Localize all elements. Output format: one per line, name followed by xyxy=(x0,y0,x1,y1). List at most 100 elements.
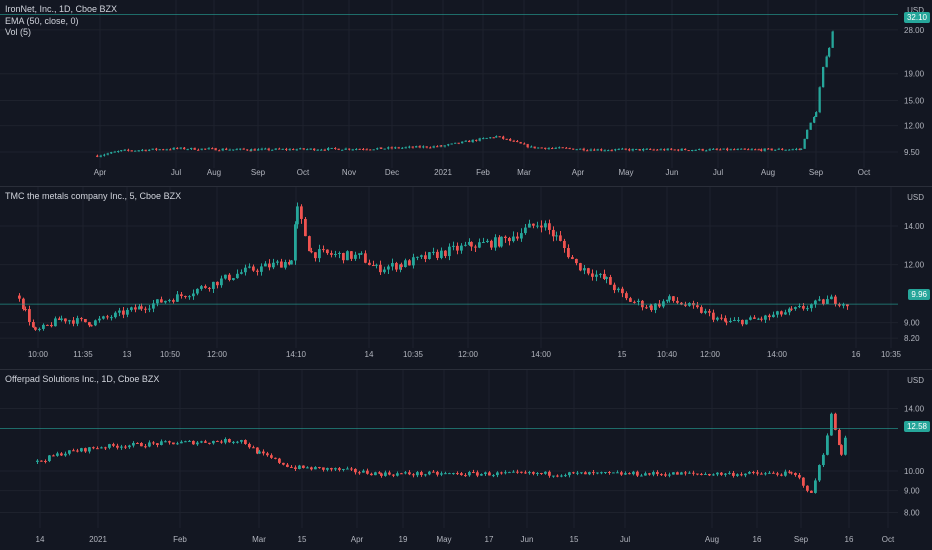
pane-divider-2[interactable] xyxy=(0,369,932,370)
chart-pane-offerpad[interactable]: 14.00 10.00 9.00 8.00 14 2021 Feb Mar 15 Apr 19 Ma… xyxy=(0,370,932,550)
candle-body xyxy=(663,149,666,151)
candle-body xyxy=(745,319,748,325)
candle-body xyxy=(122,310,125,315)
candle-body xyxy=(364,253,367,263)
candle-body xyxy=(684,148,687,151)
candle-body xyxy=(302,465,305,468)
candle-body xyxy=(551,148,554,150)
candle-body xyxy=(840,445,843,455)
candle-body xyxy=(624,473,627,475)
candle-body xyxy=(747,149,750,151)
candle-body xyxy=(753,317,756,319)
y-axis-tick-label: 9.00 xyxy=(904,319,920,328)
candle-body xyxy=(567,248,570,258)
candle-body xyxy=(624,148,627,150)
candle-body xyxy=(304,218,307,237)
candle-body xyxy=(420,472,423,475)
candle-body xyxy=(456,473,459,475)
candle-body xyxy=(355,148,358,150)
x-axis-tick-label: 16 xyxy=(852,350,861,359)
candle-body xyxy=(236,441,239,443)
x-axis-tick-label: 12:00 xyxy=(458,350,479,359)
candle-body xyxy=(536,225,539,227)
tmc-currency-label[interactable]: USD xyxy=(907,193,924,202)
candle-body xyxy=(204,441,207,443)
candle-body xyxy=(248,266,251,268)
candle-body xyxy=(228,149,231,151)
ironnet-symbol-title[interactable]: IronNet, Inc., 1D, Cboe BZX xyxy=(5,4,118,14)
x-axis-tick-label: Apr xyxy=(572,168,585,177)
candle-body xyxy=(113,151,116,153)
offerpad-currency-label[interactable]: USD xyxy=(907,376,924,385)
candle-body xyxy=(476,472,479,476)
candle-body xyxy=(744,473,747,476)
x-axis-tick-label: Sep xyxy=(794,535,809,544)
candle-body xyxy=(36,460,39,462)
candle-body xyxy=(556,475,559,477)
candle-body xyxy=(156,443,159,445)
tmc-chart-canvas[interactable]: 14.00 12.00 9.00 8.20 10:00 11:35 13 10:50 12:0… xyxy=(0,187,932,369)
candle-body xyxy=(592,472,595,474)
candle-body xyxy=(40,460,43,462)
candle-body xyxy=(224,439,227,443)
tmc-symbol-title[interactable]: TMC the metals company Inc., 5, Cboe BZX xyxy=(5,191,182,201)
candle-body xyxy=(798,475,801,478)
ironnet-volume-indicator-label[interactable]: Vol (5) xyxy=(5,27,32,37)
candle-body xyxy=(576,472,579,474)
candle-body xyxy=(278,148,281,150)
candle-body xyxy=(240,272,243,274)
candle-body xyxy=(239,148,242,150)
candle-body xyxy=(292,149,295,151)
candle-body xyxy=(725,321,728,323)
candle-body xyxy=(625,293,628,299)
offerpad-symbol-title[interactable]: Offerpad Solutions Inc., 1D, Cboe BZX xyxy=(5,374,160,384)
candle-body xyxy=(768,315,771,318)
candle-body xyxy=(822,299,825,304)
candle-body xyxy=(490,240,493,248)
candle-body xyxy=(712,148,715,150)
candle-body xyxy=(720,317,723,319)
offerpad-legend[interactable]: Offerpad Solutions Inc., 1D, Cboe BZX xyxy=(5,374,159,386)
candle-body xyxy=(583,268,586,271)
candle-body xyxy=(788,308,791,313)
tmc-legend[interactable]: TMC the metals company Inc., 5, Cboe BZX xyxy=(5,191,181,203)
candle-body xyxy=(372,265,375,267)
ironnet-currency-label[interactable]: USD xyxy=(907,6,924,15)
candle-body xyxy=(267,148,270,151)
candle-body xyxy=(692,472,695,474)
candle-body xyxy=(719,149,722,151)
x-axis-tick-label: 2021 xyxy=(89,535,107,544)
candle-body xyxy=(428,471,431,475)
candle-body xyxy=(464,140,467,142)
candle-body xyxy=(165,149,168,151)
pane-divider-1[interactable] xyxy=(0,186,932,187)
candle-body xyxy=(579,148,582,150)
candle-body xyxy=(256,270,259,272)
candle-body xyxy=(100,447,103,449)
x-axis-tick-label: 11:35 xyxy=(73,350,93,359)
offerpad-chart-canvas[interactable]: 14.00 10.00 9.00 8.00 14 2021 Feb Mar 15 Apr 19 Ma… xyxy=(0,370,932,550)
candle-body xyxy=(436,471,439,475)
candle-body xyxy=(756,472,759,474)
ironnet-chart-canvas[interactable]: 28.00 19.00 15.00 12.00 9.50 Apr Jul Aug Sep Oct… xyxy=(0,0,932,186)
ironnet-legend[interactable]: IronNet, Inc., 1D, Cboe BZX EMA (50, clo… xyxy=(5,4,117,39)
candle-body xyxy=(176,294,179,302)
candle-body xyxy=(346,468,349,470)
candle-body xyxy=(212,281,215,289)
candle-body xyxy=(794,473,797,476)
candle-body xyxy=(540,225,543,228)
candle-body xyxy=(76,318,79,324)
candle-body xyxy=(460,473,463,476)
candle-body xyxy=(659,149,662,151)
candle-body xyxy=(280,261,283,268)
chart-pane-ironnet[interactable]: 28.00 19.00 15.00 12.00 9.50 Apr Jul Aug Sep Oct… xyxy=(0,0,932,186)
candle-body xyxy=(810,490,813,493)
candle-body xyxy=(411,146,414,148)
ironnet-ema-indicator-label[interactable]: EMA (50, close, 0) xyxy=(5,15,79,26)
x-axis-tick-label: 12:00 xyxy=(207,350,228,359)
candle-body xyxy=(791,149,794,151)
candle-body xyxy=(803,138,806,149)
candle-body xyxy=(348,148,351,150)
candle-body xyxy=(387,147,390,149)
chart-pane-tmc[interactable]: 14.00 12.00 9.00 8.20 10:00 11:35 13 10:50 12:0… xyxy=(0,187,932,369)
